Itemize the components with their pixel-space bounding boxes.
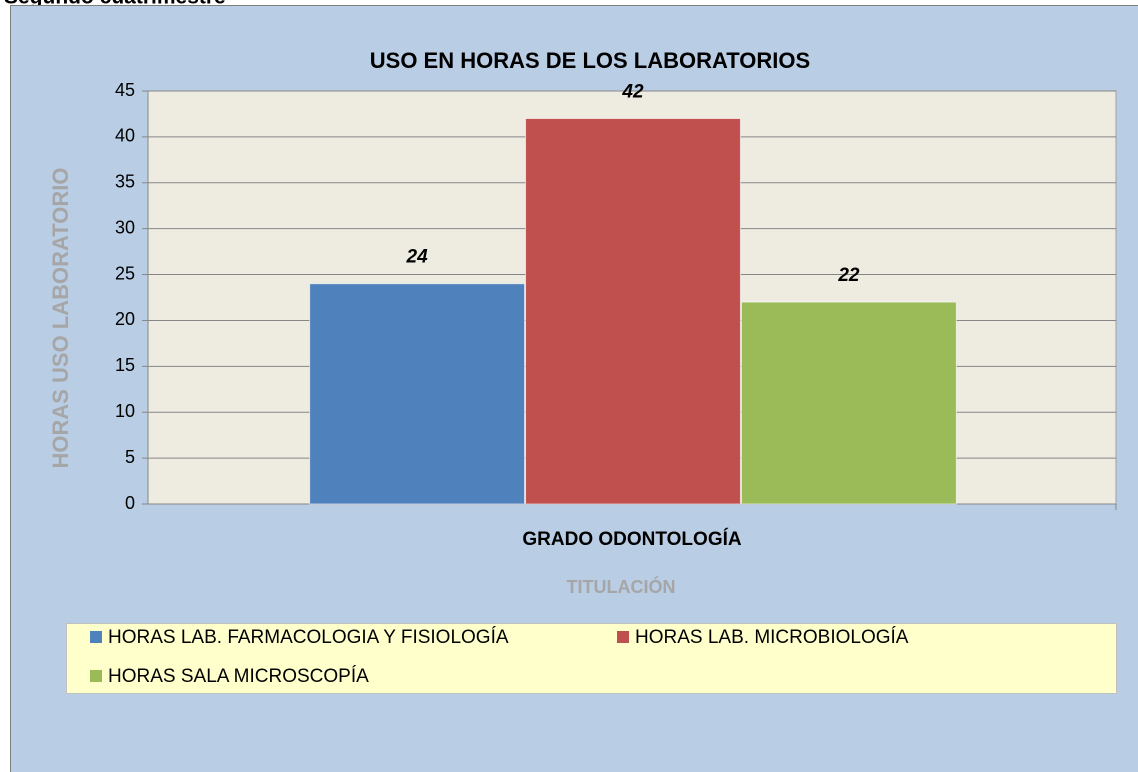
bar [525, 118, 741, 505]
legend [66, 623, 1117, 694]
y-axis-title: HORAS USO LABORATORIO [48, 167, 73, 468]
legend-swatch [617, 631, 629, 643]
y-tick-label: 30 [115, 217, 135, 237]
data-label: 24 [406, 247, 429, 268]
y-tick-label: 40 [115, 126, 135, 146]
legend-swatch [90, 670, 102, 682]
y-tick-label: 0 [125, 493, 135, 513]
legend-swatch [90, 631, 102, 643]
x-tick-label: GRADO ODONTOLOGÍA [522, 528, 741, 550]
y-tick-label: 5 [125, 447, 135, 467]
bar [309, 283, 526, 505]
data-label: 22 [837, 265, 860, 286]
data-label: 42 [621, 82, 644, 103]
x-axis-title: TITULACIÓN [567, 576, 676, 597]
y-tick-label: 35 [115, 172, 135, 192]
y-tick-label: 20 [115, 309, 135, 329]
bar [740, 301, 957, 505]
page-heading: Segundo cuatrimestre [4, 0, 226, 9]
legend-label: HORAS LAB. FARMACOLOGIA Y FISIOLOGÍA [108, 627, 509, 648]
y-tick-label: 25 [115, 263, 135, 283]
y-tick-label: 15 [115, 355, 135, 375]
legend-label: HORAS LAB. MICROBIOLOGÍA [635, 627, 909, 648]
y-tick-label: 45 [115, 80, 135, 100]
chart-title: USO EN HORAS DE LOS LABORATORIOS [370, 48, 810, 73]
legend-label: HORAS SALA MICROSCOPÍA [108, 666, 369, 687]
y-tick-label: 10 [115, 401, 135, 421]
